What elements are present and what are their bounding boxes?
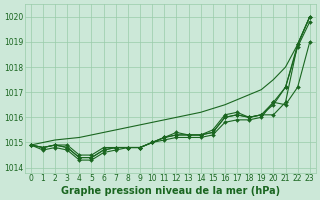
X-axis label: Graphe pression niveau de la mer (hPa): Graphe pression niveau de la mer (hPa) xyxy=(61,186,280,196)
